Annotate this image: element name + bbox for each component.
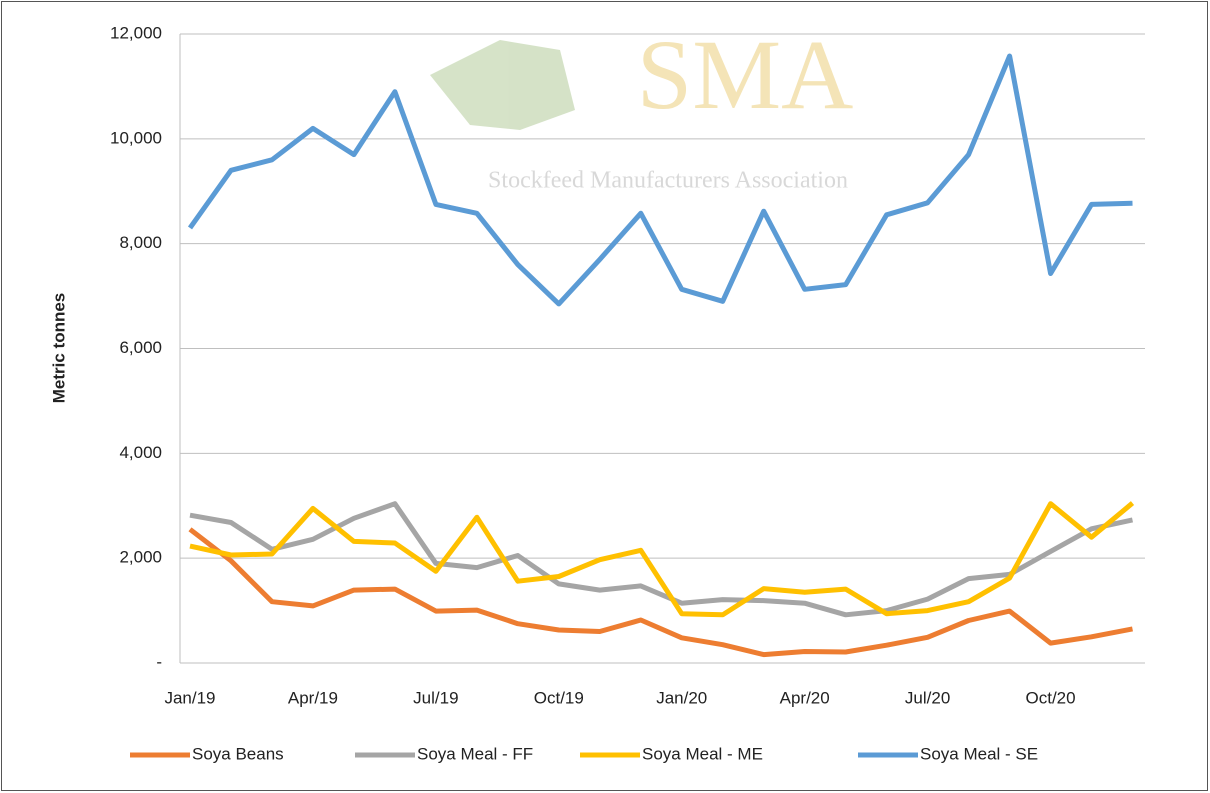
x-tick-label: Apr/19 [288,688,338,707]
legend-label: Soya Beans [192,744,284,763]
legend-label: Soya Meal - FF [417,744,533,763]
legend-item: Soya Meal - ME [580,744,763,763]
legend-item: Soya Meal - FF [355,744,533,763]
x-tick-label: Apr/20 [780,688,830,707]
watermark: SMA Stockfeed Manufacturers Association [430,19,853,194]
logo-subtitle: Stockfeed Manufacturers Association [488,168,848,194]
series-line [187,53,1133,307]
series-line [189,501,1134,618]
y-tick-label: 2,000 [119,548,162,567]
series-line [189,501,1135,618]
series-line [188,527,1133,658]
y-tick-label: - [156,652,162,671]
y-tick-label: 8,000 [119,233,162,252]
y-tick-label: 10,000 [110,128,162,147]
x-tick-label: Jul/20 [905,688,950,707]
x-tick-label: Oct/20 [1026,688,1076,707]
x-tick-label: Jul/19 [413,688,458,707]
x-tick-label: Jan/19 [164,688,215,707]
logo-title: SMA [637,19,854,130]
y-tick-label: 6,000 [119,338,162,357]
legend-label: Soya Meal - SE [920,744,1038,763]
y-tick-label: 12,000 [110,23,162,42]
legend-label: Soya Meal - ME [642,744,763,763]
logo-map [430,40,575,130]
x-tick-label: Oct/19 [534,688,584,707]
y-axis-title: Metric tonnes [49,293,68,404]
y-tick-label: 4,000 [119,443,162,462]
x-tick-label: Jan/20 [656,688,707,707]
legend-item: Soya Meal - SE [858,744,1038,763]
legend-item: Soya Beans [130,744,284,763]
